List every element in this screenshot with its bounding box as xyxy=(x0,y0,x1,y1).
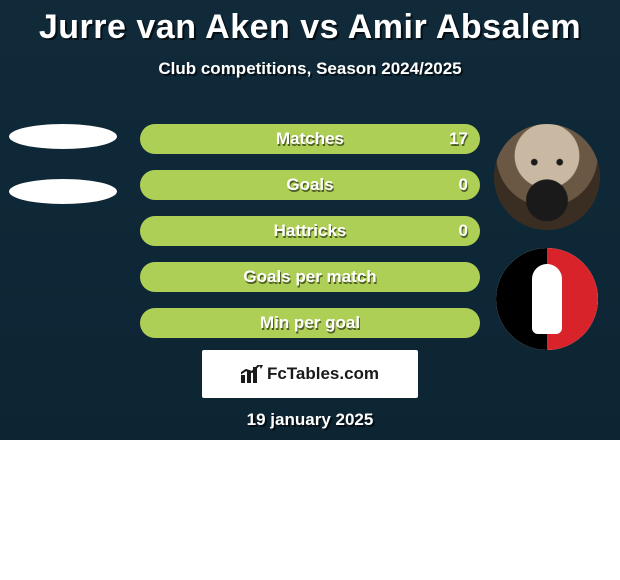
page-subtitle: Club competitions, Season 2024/2025 xyxy=(0,59,620,79)
stat-row: Matches17 xyxy=(140,124,480,154)
comparison-card: Jurre van Aken vs Amir Absalem Club comp… xyxy=(0,0,620,440)
branding-plate: FcTables.com xyxy=(202,350,418,398)
stat-label: Goals per match xyxy=(140,262,480,292)
stat-row: Min per goal xyxy=(140,308,480,338)
left-player-column xyxy=(8,124,118,234)
stat-value-right: 0 xyxy=(459,216,468,246)
left-player-photo-placeholder xyxy=(9,124,117,149)
stats-bars: Matches17Goals0Hattricks0Goals per match… xyxy=(140,124,480,354)
stat-label: Matches xyxy=(140,124,480,154)
branding-text: FcTables.com xyxy=(267,364,379,384)
stat-label: Min per goal xyxy=(140,308,480,338)
right-player-column xyxy=(492,124,602,350)
page-title: Jurre van Aken vs Amir Absalem xyxy=(0,0,620,47)
right-player-club-badge xyxy=(496,248,598,350)
stat-row: Goals per match xyxy=(140,262,480,292)
left-player-club-placeholder xyxy=(9,179,117,204)
stat-row: Hattricks0 xyxy=(140,216,480,246)
stat-label: Goals xyxy=(140,170,480,200)
stat-value-right: 17 xyxy=(449,124,468,154)
stat-value-right: 0 xyxy=(459,170,468,200)
stat-row: Goals0 xyxy=(140,170,480,200)
snapshot-date: 19 january 2025 xyxy=(0,410,620,430)
right-player-photo xyxy=(494,124,600,230)
branding-chart-icon xyxy=(241,365,263,383)
club-badge-figure xyxy=(532,264,562,334)
stat-label: Hattricks xyxy=(140,216,480,246)
